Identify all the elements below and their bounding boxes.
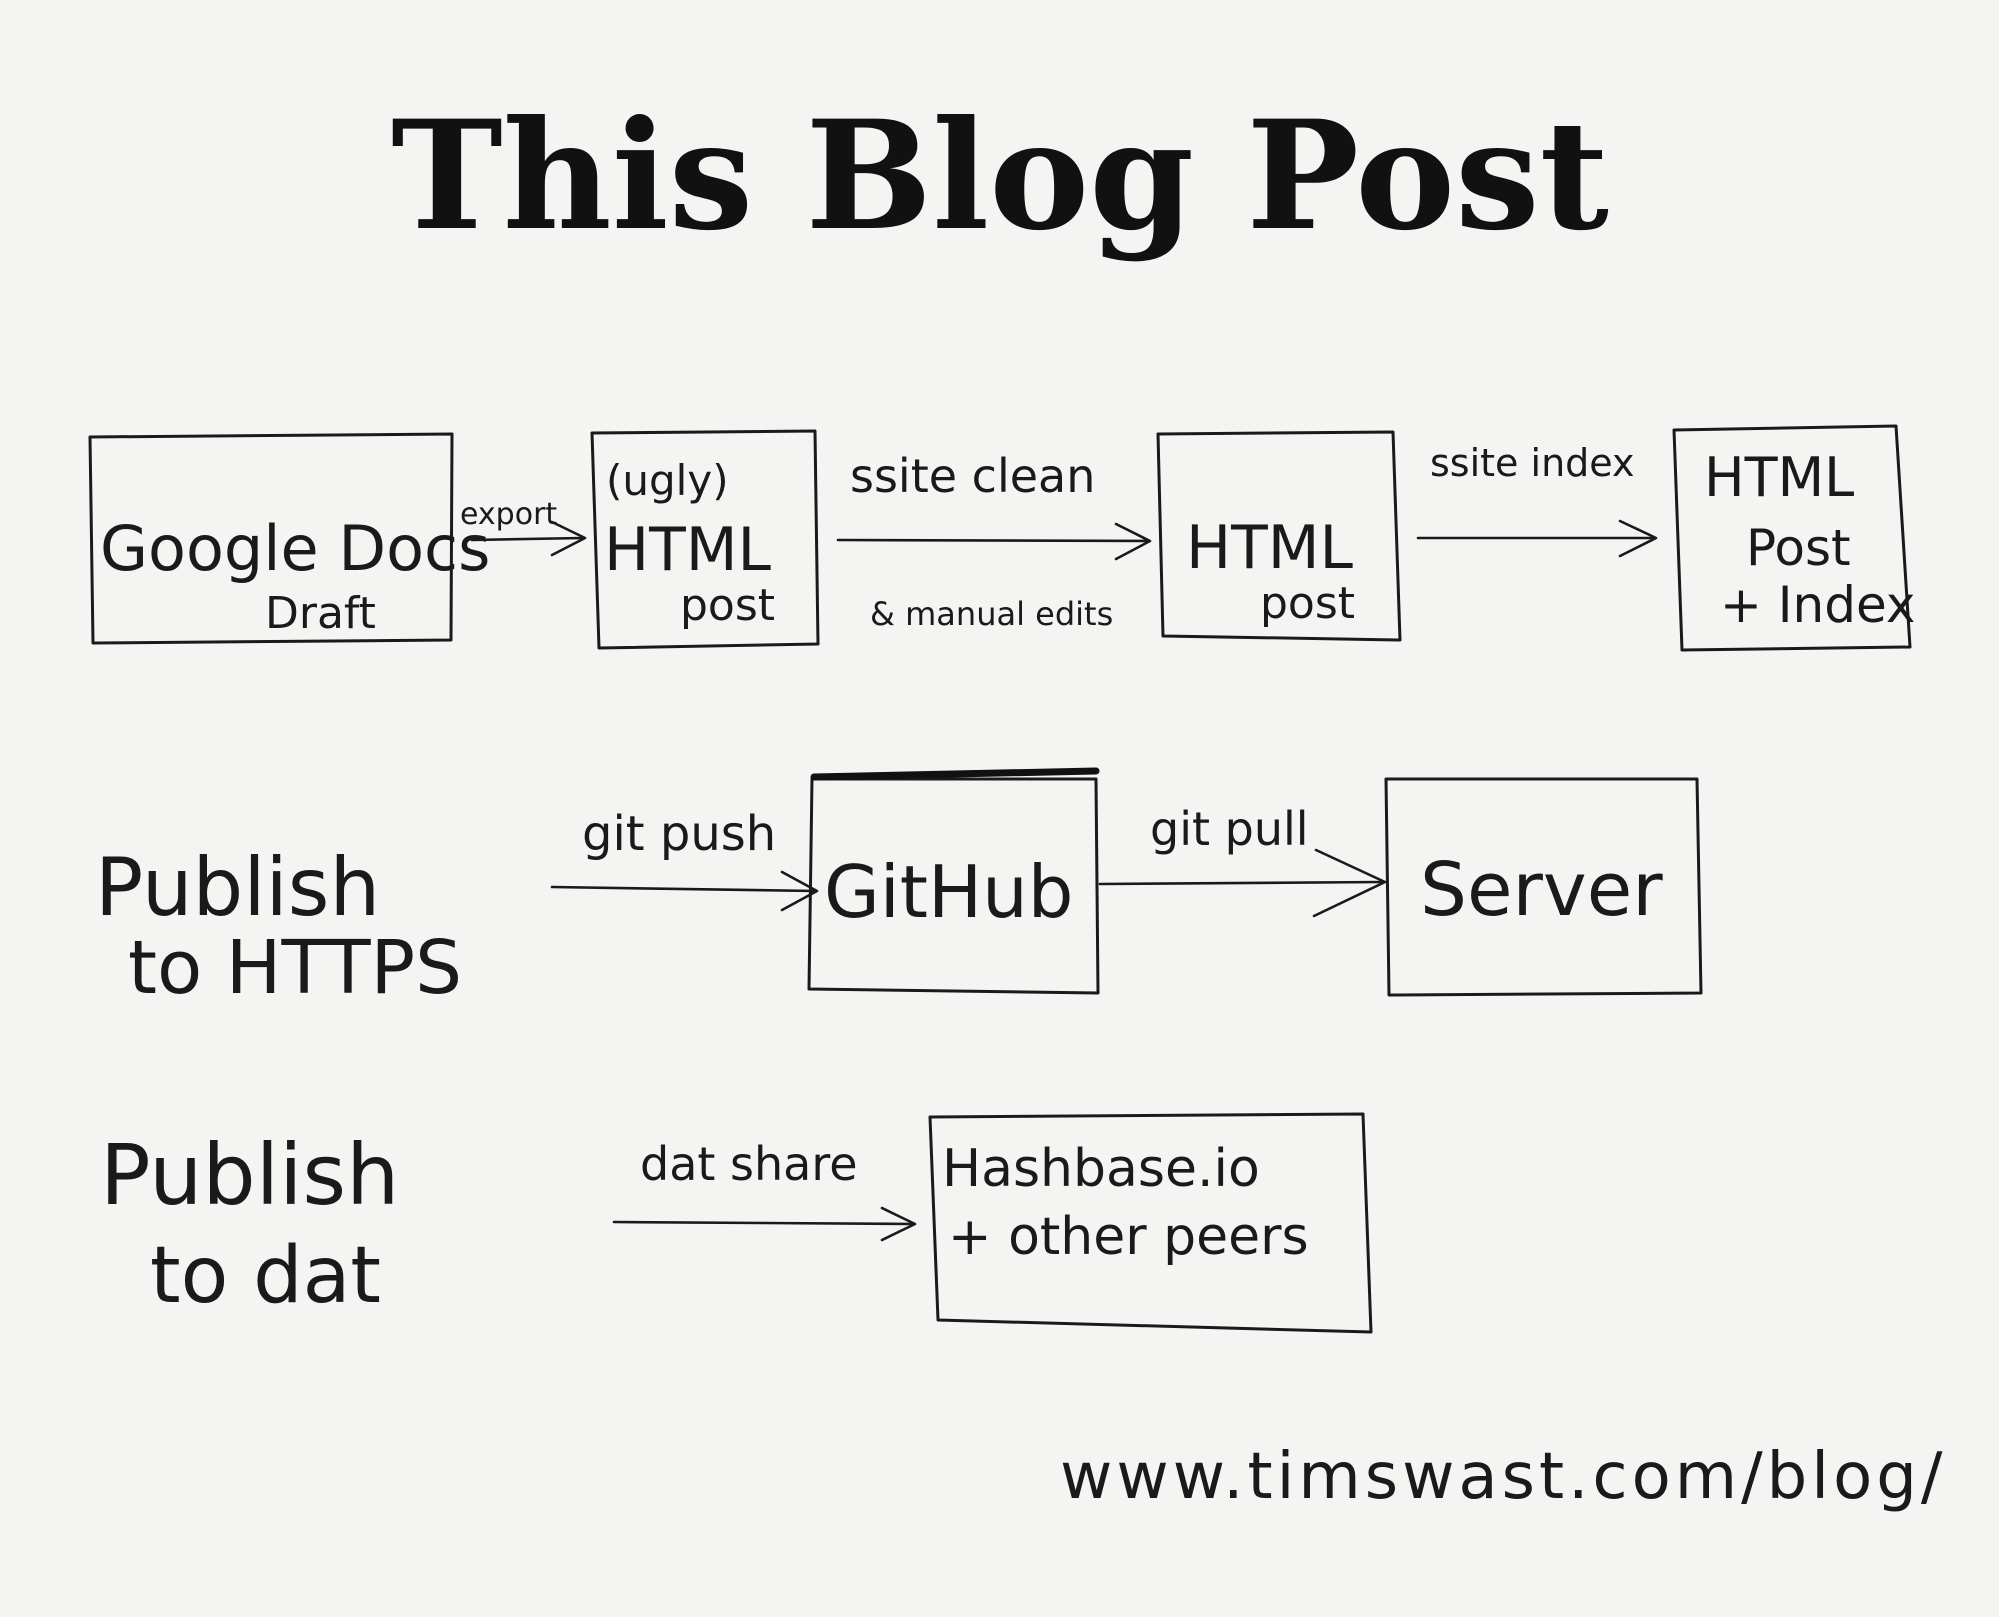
edge-export: export (460, 497, 587, 557)
diagram-title: This Blog Post (391, 88, 1609, 264)
node-box-outline (590, 429, 820, 650)
node-box-outline (928, 1112, 1373, 1334)
node-label-line: + other peers (948, 1207, 1309, 1267)
node-label-line: Server (1420, 847, 1663, 933)
node-google-docs-draft: Google Docs Draft (88, 432, 490, 645)
node-html-post: HTML post (1156, 430, 1402, 642)
node-label-line: + Index (1720, 576, 1915, 634)
edge-label: export (460, 497, 557, 532)
row-label-line: Publish (100, 1126, 399, 1224)
arrow-head (1618, 519, 1658, 558)
node-box-outline (807, 777, 1100, 995)
edge-sublabel: & manual edits (870, 595, 1113, 633)
row-label-line: Publish (95, 841, 380, 934)
arrow-head (1114, 522, 1152, 561)
node-label-line: Google Docs (100, 512, 490, 585)
node-label-line: post (1260, 578, 1355, 629)
arrow-shaft (612, 1220, 915, 1226)
edge-ssite-clean: ssite clean & manual edits (836, 449, 1152, 633)
arrow-shaft (550, 885, 817, 893)
arrow-shaft (836, 538, 1150, 543)
edge-label: dat share (640, 1137, 858, 1191)
edge-label: ssite index (1430, 441, 1634, 485)
node-box-outline (1672, 424, 1912, 652)
node-box-outline (1156, 430, 1402, 642)
node-label-line: Hashbase.io (942, 1139, 1260, 1199)
node-box-outline (88, 432, 454, 645)
node-github: GitHub (807, 767, 1100, 995)
node-label-line: HTML (604, 515, 772, 585)
arrow-shaft (470, 536, 585, 542)
node-label-line: HTML (1186, 513, 1354, 583)
edge-label: ssite clean (850, 449, 1095, 503)
node-ugly-html-post: (ugly) HTML post (590, 429, 820, 650)
row-publish-https: Publish to HTTPS (95, 841, 462, 1011)
arrow-shaft (1098, 880, 1385, 886)
row-publish-dat: Publish to dat (100, 1126, 399, 1321)
node-label-line: GitHub (824, 850, 1074, 934)
edge-git-pull: git pull (1098, 802, 1387, 918)
node-label-line: HTML (1704, 446, 1854, 509)
edge-git-push: git push (550, 806, 819, 912)
node-server: Server (1384, 777, 1703, 997)
edge-ssite-index: ssite index (1416, 441, 1658, 558)
row-label-line: to HTTPS (128, 925, 462, 1011)
edge-label: git pull (1150, 802, 1309, 856)
edge-label: git push (582, 806, 776, 862)
footer-url: www.timswast.com/blog/ (1060, 1440, 1946, 1514)
arrow-head (1312, 848, 1387, 918)
node-box-outline (1384, 777, 1703, 997)
edge-dat-share: dat share (612, 1137, 917, 1242)
arrow-head (780, 870, 819, 912)
node-label-line: (ugly) (606, 456, 729, 505)
node-hashbase: Hashbase.io + other peers (928, 1112, 1373, 1334)
node-box-emphasis (810, 767, 1100, 781)
node-html-post-index: HTML Post + Index (1672, 424, 1915, 652)
node-label-line: Post (1746, 519, 1851, 577)
row-label-line: to dat (150, 1231, 381, 1321)
arrow-head (880, 1206, 917, 1242)
arrow-head (550, 520, 587, 557)
node-label-line: Draft (265, 588, 376, 639)
node-label-line: post (680, 580, 775, 631)
